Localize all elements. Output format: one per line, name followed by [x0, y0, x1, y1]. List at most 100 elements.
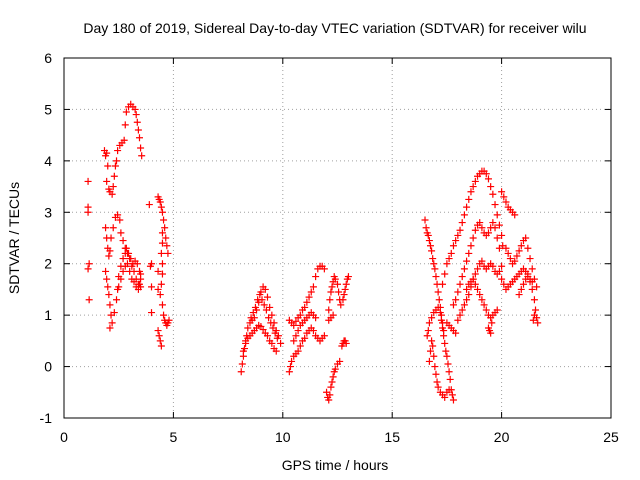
- data-point: [138, 152, 146, 160]
- data-point: [424, 327, 432, 335]
- data-point: [116, 216, 124, 224]
- data-point: [432, 370, 440, 378]
- data-point: [456, 311, 464, 319]
- data-point: [446, 375, 454, 383]
- y-tick-label: 3: [44, 204, 52, 220]
- data-point: [428, 314, 436, 322]
- data-point: [158, 260, 166, 268]
- data-point: [103, 177, 111, 185]
- data-point: [154, 267, 162, 275]
- data-point: [440, 332, 448, 340]
- data-point: [522, 234, 530, 242]
- data-point: [103, 275, 111, 283]
- data-point: [515, 247, 523, 255]
- data-point: [261, 285, 269, 293]
- data-point: [292, 317, 300, 325]
- data-point: [530, 275, 538, 283]
- data-point: [263, 293, 271, 301]
- data-point: [460, 265, 468, 273]
- data-point: [445, 368, 453, 376]
- data-point: [127, 255, 135, 263]
- data-point: [154, 327, 162, 335]
- x-tick-label: 5: [170, 429, 178, 445]
- data-point: [449, 242, 457, 250]
- data-point: [452, 296, 460, 304]
- data-point: [449, 396, 457, 404]
- data-point: [429, 342, 437, 350]
- data-point: [515, 291, 523, 299]
- data-point: [528, 265, 536, 273]
- data-point: [132, 111, 140, 119]
- data-point: [452, 329, 460, 337]
- data-point: [526, 278, 534, 286]
- data-point: [447, 249, 455, 257]
- data-point: [123, 260, 131, 268]
- data-point: [465, 291, 473, 299]
- data-point: [157, 342, 165, 350]
- data-point: [458, 219, 466, 227]
- data-point: [428, 247, 436, 255]
- data-point: [530, 296, 538, 304]
- data-point: [430, 352, 438, 360]
- data-point: [426, 242, 434, 250]
- data-point: [502, 244, 510, 252]
- data-point: [517, 285, 525, 293]
- y-tick-label: 5: [44, 101, 52, 117]
- data-point: [115, 283, 123, 291]
- data-point: [320, 332, 328, 340]
- data-point: [251, 303, 259, 311]
- data-point: [307, 288, 315, 296]
- data-point: [106, 247, 114, 255]
- data-point: [165, 316, 173, 324]
- data-point: [456, 226, 464, 234]
- data-point: [465, 249, 473, 257]
- data-point: [471, 226, 479, 234]
- data-point: [511, 211, 519, 219]
- data-point: [303, 298, 311, 306]
- data-point: [454, 316, 462, 324]
- data-point: [434, 303, 442, 311]
- data-point: [156, 291, 164, 299]
- data-point: [137, 144, 145, 152]
- data-point: [478, 257, 486, 265]
- data-point: [242, 339, 250, 347]
- data-point: [506, 255, 514, 263]
- data-point: [421, 216, 429, 224]
- data-point: [113, 157, 121, 165]
- data-point: [500, 193, 508, 201]
- data-point: [84, 265, 92, 273]
- data-point: [448, 391, 456, 399]
- data-point: [105, 252, 113, 260]
- data-point: [309, 283, 317, 291]
- data-point: [158, 208, 166, 216]
- data-point: [329, 373, 337, 381]
- data-point: [329, 311, 337, 319]
- y-tick-label: -1: [40, 410, 53, 426]
- data-point: [422, 224, 430, 232]
- data-point: [106, 324, 114, 332]
- data-point: [442, 347, 450, 355]
- data-point: [237, 368, 245, 376]
- data-point: [117, 275, 125, 283]
- data-point: [325, 396, 333, 404]
- data-point: [471, 177, 479, 185]
- data-point: [290, 337, 298, 345]
- data-point: [286, 363, 294, 371]
- data-point: [463, 257, 471, 265]
- data-point: [441, 270, 449, 278]
- data-point: [480, 301, 488, 309]
- plot-frame: [63, 57, 612, 419]
- data-point: [476, 291, 484, 299]
- data-point: [148, 283, 156, 291]
- data-point: [103, 149, 111, 157]
- data-point: [478, 224, 486, 232]
- data-point: [444, 360, 452, 368]
- data-point: [482, 170, 490, 178]
- data-point: [312, 314, 320, 322]
- data-point: [263, 332, 271, 340]
- data-point: [439, 280, 447, 288]
- data-point: [145, 201, 153, 209]
- data-points: [84, 100, 542, 404]
- data-point: [478, 296, 486, 304]
